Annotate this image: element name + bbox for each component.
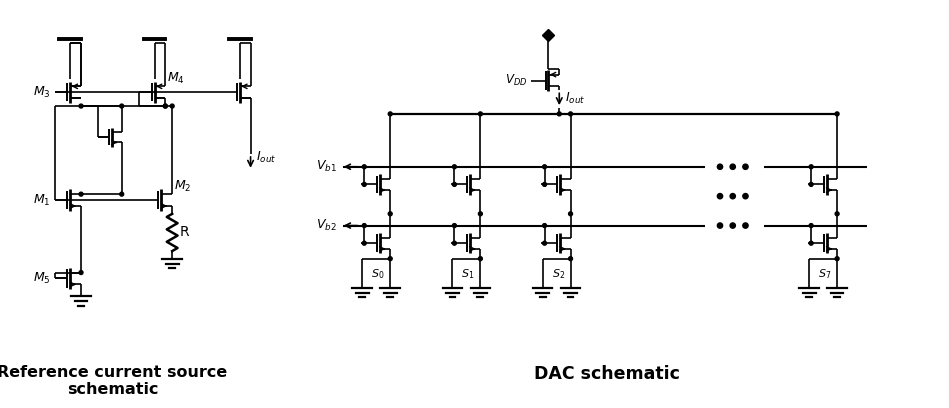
Circle shape [363, 224, 366, 228]
Circle shape [478, 257, 482, 261]
Circle shape [543, 224, 547, 228]
Circle shape [163, 104, 167, 108]
Circle shape [730, 164, 735, 169]
Text: DAC schematic: DAC schematic [534, 365, 680, 383]
Circle shape [478, 212, 482, 216]
Circle shape [835, 257, 839, 261]
Circle shape [79, 271, 83, 275]
Circle shape [809, 241, 813, 245]
Circle shape [730, 223, 735, 228]
Circle shape [120, 192, 123, 196]
Text: $I_{out}$: $I_{out}$ [566, 91, 586, 106]
Circle shape [543, 241, 547, 245]
Circle shape [388, 212, 392, 216]
Circle shape [363, 182, 366, 186]
Circle shape [543, 165, 547, 169]
Text: $M_3$: $M_3$ [33, 85, 50, 100]
Circle shape [809, 165, 813, 169]
Circle shape [568, 212, 572, 216]
Circle shape [543, 182, 547, 186]
Circle shape [557, 112, 561, 116]
Circle shape [730, 193, 735, 199]
Circle shape [453, 165, 456, 169]
Circle shape [163, 104, 167, 108]
Circle shape [743, 193, 748, 199]
Circle shape [743, 164, 748, 169]
Circle shape [717, 223, 722, 228]
Text: $S_2$: $S_2$ [551, 268, 565, 281]
Circle shape [743, 223, 748, 228]
Circle shape [79, 104, 83, 108]
Text: $S_0$: $S_0$ [371, 268, 384, 281]
Circle shape [568, 257, 572, 261]
Text: $S_1$: $S_1$ [461, 268, 474, 281]
Circle shape [717, 193, 722, 199]
Text: $V_{DD}$: $V_{DD}$ [505, 73, 527, 88]
Text: $I_{out}$: $I_{out}$ [256, 149, 277, 164]
Circle shape [453, 241, 456, 245]
Circle shape [809, 182, 813, 186]
Circle shape [363, 241, 366, 245]
Circle shape [388, 112, 392, 116]
Text: $M_5$: $M_5$ [33, 271, 50, 286]
Text: $S_7$: $S_7$ [818, 268, 831, 281]
Text: $M_4$: $M_4$ [167, 71, 185, 86]
Circle shape [717, 164, 722, 169]
Circle shape [568, 112, 572, 116]
Circle shape [170, 104, 174, 108]
Text: R: R [180, 226, 190, 239]
Circle shape [388, 257, 392, 261]
Circle shape [453, 182, 456, 186]
Circle shape [79, 192, 83, 196]
Text: $V_{b2}$: $V_{b2}$ [316, 218, 337, 233]
Text: $V_{b1}$: $V_{b1}$ [316, 159, 337, 174]
Circle shape [478, 112, 482, 116]
Text: $M_2$: $M_2$ [174, 179, 192, 194]
Circle shape [453, 224, 456, 228]
Circle shape [120, 104, 123, 108]
Circle shape [809, 224, 813, 228]
Circle shape [363, 165, 366, 169]
Text: $M_1$: $M_1$ [33, 193, 50, 208]
Text: Reference current source
schematic: Reference current source schematic [0, 365, 228, 397]
Circle shape [835, 212, 839, 216]
Circle shape [835, 112, 839, 116]
